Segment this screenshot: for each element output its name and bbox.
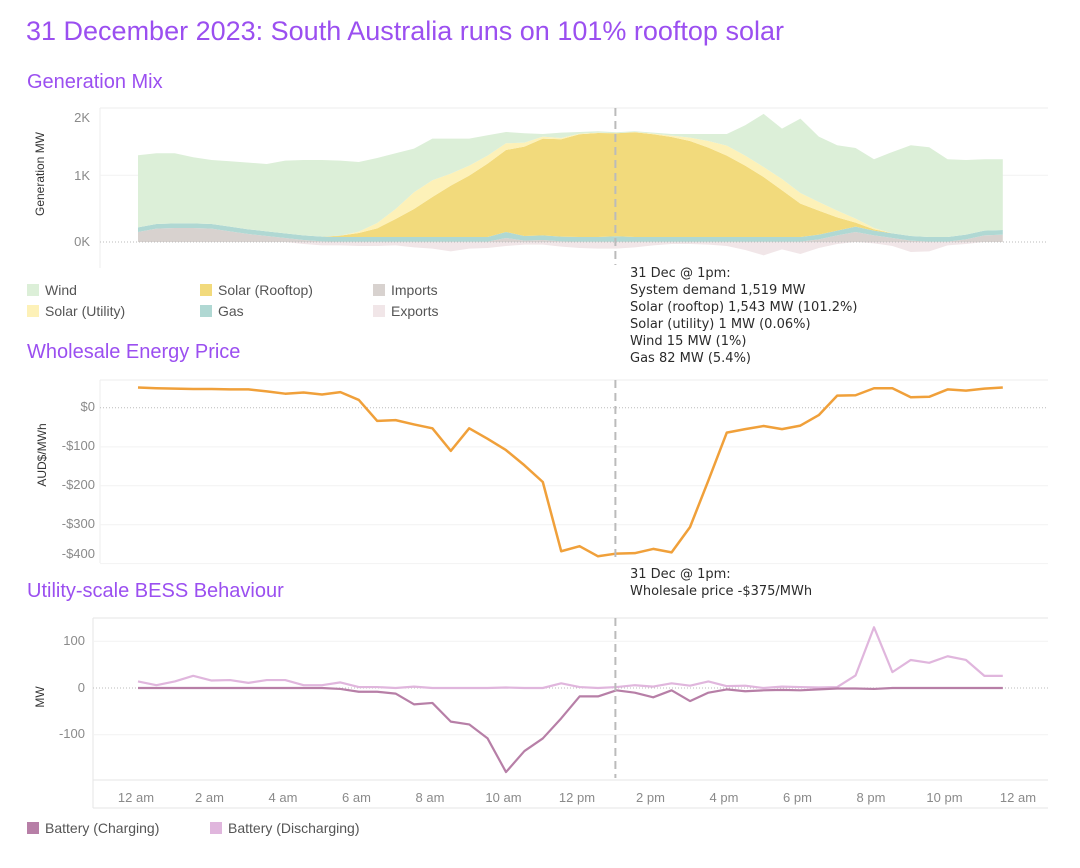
legend-item-wind[interactable]: Wind bbox=[27, 282, 77, 298]
solar-rooftop-swatch bbox=[200, 284, 212, 296]
bess-y-tick: 100 bbox=[63, 633, 85, 648]
generation-tooltip: 31 Dec @ 1pm: System demand 1,519 MW Sol… bbox=[630, 265, 857, 367]
price-y-tick: -$400 bbox=[61, 546, 95, 561]
battery-discharging-swatch bbox=[210, 822, 222, 834]
price-tooltip: 31 Dec @ 1pm: Wholesale price -$375/MWh bbox=[630, 566, 812, 600]
legend-label: Wind bbox=[45, 282, 77, 298]
legend-label: Gas bbox=[218, 303, 244, 319]
price-section-title: Wholesale Energy Price bbox=[27, 341, 241, 363]
battery-charging-swatch bbox=[27, 822, 39, 834]
tooltip-line: 31 Dec @ 1pm: bbox=[630, 266, 731, 281]
price-line bbox=[137, 386, 1003, 558]
x-tick: 10 pm bbox=[926, 790, 963, 805]
bess-y-tick: 0 bbox=[77, 680, 85, 695]
solar-rooftop-area bbox=[138, 132, 1003, 237]
battery-charging-line bbox=[138, 686, 1003, 774]
x-tick: 8 pm bbox=[856, 790, 886, 805]
price-y-tick: $0 bbox=[80, 399, 95, 414]
legend-item-solar-utility[interactable]: Solar (Utility) bbox=[27, 303, 125, 319]
price-y-tick: -$100 bbox=[61, 438, 95, 453]
tooltip-line: 31 Dec @ 1pm: bbox=[630, 567, 731, 582]
legend-label: Battery (Charging) bbox=[45, 820, 160, 836]
x-tick: 6 am bbox=[342, 790, 371, 805]
generation-y-tick: 1K bbox=[74, 168, 90, 183]
legend-item-battery-charging[interactable]: Battery (Charging) bbox=[27, 820, 159, 836]
tooltip-line: Gas 82 MW (5.4%) bbox=[630, 351, 751, 366]
gas-area bbox=[138, 223, 1003, 242]
exports-swatch bbox=[373, 305, 385, 317]
x-tick: 12 am bbox=[117, 790, 155, 805]
legend-label: Solar (Rooftop) bbox=[218, 282, 313, 298]
battery-discharging-line bbox=[137, 626, 1003, 690]
wind-area bbox=[138, 113, 1003, 237]
x-tick: 2 am bbox=[195, 790, 224, 805]
x-tick: 12 pm bbox=[558, 790, 596, 805]
bess-section-title: Utility-scale BESS Behaviour bbox=[27, 580, 284, 602]
generation-y-tick: 0K bbox=[74, 234, 90, 249]
imports-swatch bbox=[373, 284, 385, 296]
legend-item-gas[interactable]: Gas bbox=[200, 303, 244, 319]
x-tick: 4 am bbox=[268, 790, 298, 805]
x-tick: 4 pm bbox=[709, 790, 739, 805]
legend-item-solar-rooftop[interactable]: Solar (Rooftop) bbox=[200, 282, 313, 298]
price-y-tick: -$300 bbox=[61, 516, 95, 531]
bess-y-tick: -100 bbox=[58, 726, 85, 741]
wind-swatch bbox=[27, 284, 39, 296]
price-y-tick: -$200 bbox=[61, 477, 95, 492]
generation-y-tick: 2K bbox=[74, 110, 90, 125]
legend-label: Exports bbox=[391, 303, 439, 319]
generation-section-title: Generation Mix bbox=[27, 71, 163, 93]
imports-area bbox=[138, 227, 1003, 242]
tooltip-line: Wholesale price -$375/MWh bbox=[630, 584, 813, 599]
tooltip-line: Solar (rooftop) 1,543 MW (101.2%) bbox=[630, 300, 858, 315]
legend-item-battery-discharging[interactable]: Battery (Discharging) bbox=[210, 820, 360, 836]
tooltip-line: System demand 1,519 MW bbox=[630, 283, 806, 298]
page-title: 31 December 2023: South Australia runs o… bbox=[26, 16, 784, 46]
legend-item-exports[interactable]: Exports bbox=[373, 303, 438, 319]
exports-area bbox=[138, 242, 1003, 256]
gas-swatch bbox=[200, 305, 212, 317]
tooltip-line: Wind 15 MW (1%) bbox=[630, 334, 747, 349]
x-tick: 6 pm bbox=[783, 790, 812, 805]
tooltip-line: Solar (utility) 1 MW (0.06%) bbox=[630, 317, 811, 332]
legend-item-imports[interactable]: Imports bbox=[373, 282, 438, 298]
x-tick: 8 am bbox=[415, 790, 445, 805]
x-tick: 2 pm bbox=[636, 790, 665, 805]
legend-label: Solar (Utility) bbox=[45, 303, 126, 319]
legend-label: Imports bbox=[391, 282, 438, 298]
x-tick: 12 am bbox=[999, 790, 1037, 805]
solar-utility-swatch bbox=[27, 305, 39, 317]
x-tick: 10 am bbox=[485, 790, 522, 805]
legend-label: Battery (Discharging) bbox=[228, 820, 360, 836]
